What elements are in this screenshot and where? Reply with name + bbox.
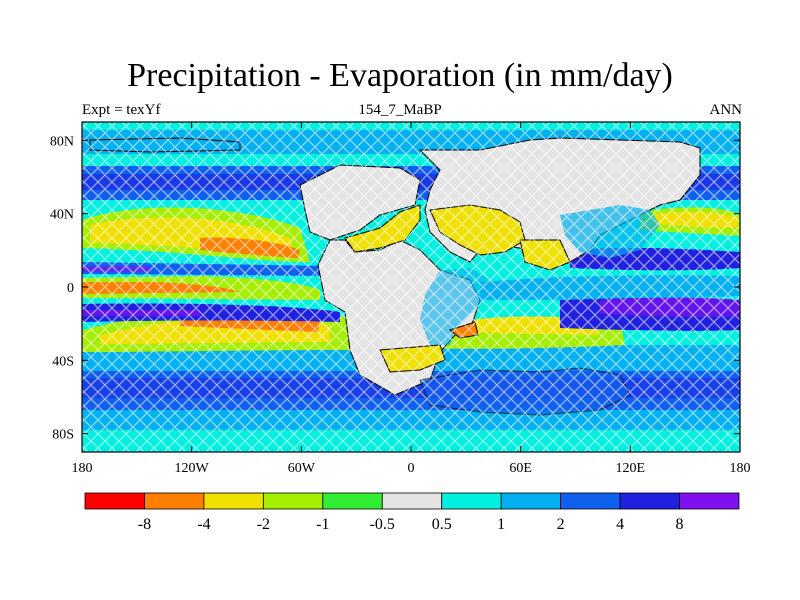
x-tick-label: 180 bbox=[730, 461, 751, 476]
colorbar-label: 0.5 bbox=[432, 516, 452, 533]
colorbar-label: 8 bbox=[676, 516, 684, 533]
latitude-axis: 80N 40N 0 40S 80S bbox=[50, 134, 740, 443]
colorbar-swatch bbox=[500, 492, 562, 510]
period-label: 154_7_MaBP bbox=[358, 102, 442, 118]
colorbar-label: -0.5 bbox=[370, 516, 395, 533]
colorbar-label: 1 bbox=[497, 516, 505, 533]
x-tick-label: 60W bbox=[288, 461, 316, 476]
x-tick-label: 0 bbox=[408, 461, 415, 476]
y-tick-label: 0 bbox=[67, 281, 74, 296]
colorbar-label: -1 bbox=[316, 516, 329, 533]
colorbar-swatch bbox=[619, 492, 680, 510]
map-area bbox=[82, 122, 740, 452]
colorbar-label: -4 bbox=[197, 516, 210, 533]
x-tick-label: 120E bbox=[616, 461, 646, 476]
x-tick-label: 60E bbox=[509, 461, 532, 476]
colorbar-label: 4 bbox=[616, 516, 624, 533]
experiment-label: Expt = texYf bbox=[82, 102, 161, 118]
y-tick-label: 40N bbox=[50, 208, 74, 223]
x-tick-label: 120W bbox=[175, 461, 210, 476]
map-title: Precipitation - Evaporation (in mm/day) bbox=[127, 57, 673, 94]
colorbar-swatch bbox=[441, 492, 502, 510]
colorbar-swatch bbox=[322, 492, 383, 510]
longitude-axis: 180 120W 60W 0 60E 120E 180 bbox=[72, 122, 751, 476]
colorbar-label: 2 bbox=[557, 516, 565, 533]
colorbar-label: -2 bbox=[257, 516, 270, 533]
y-tick-label: 80S bbox=[52, 428, 74, 443]
x-tick-label: 180 bbox=[72, 461, 93, 476]
y-tick-label: 40S bbox=[52, 354, 74, 369]
colorbar-swatch bbox=[560, 492, 621, 510]
colorbar-swatch bbox=[262, 492, 324, 510]
colorbar-swatch bbox=[679, 492, 740, 510]
y-tick-label: 80N bbox=[50, 134, 74, 149]
colorbar-swatch bbox=[203, 492, 264, 510]
significance-hatching bbox=[82, 122, 740, 452]
colorbar-swatch bbox=[84, 492, 145, 510]
colorbar-swatch bbox=[144, 492, 205, 510]
season-label: ANN bbox=[709, 102, 743, 118]
colorbar: -8 -4 -2 -1 -0.5 0.5 1 2 4 8 bbox=[84, 492, 740, 533]
colorbar-label: -8 bbox=[138, 516, 151, 533]
colorbar-swatch bbox=[381, 492, 443, 510]
